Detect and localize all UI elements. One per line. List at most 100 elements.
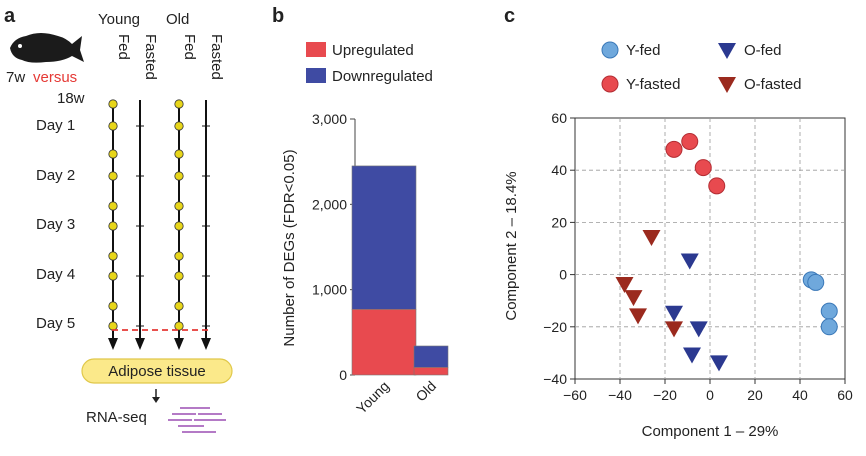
x-tick-label: −20 (653, 387, 677, 403)
feeding-dot (174, 301, 184, 311)
legend-swatch-downregulated (306, 68, 326, 83)
scatter-point (708, 177, 726, 195)
panel-c: c Y-fed Y-fasted O-fed O-fasted Componen… (503, 5, 853, 440)
x-tick-label: 20 (747, 387, 763, 403)
feeding-dot (108, 201, 118, 211)
scatter-point (665, 305, 683, 322)
bar-segment (351, 308, 417, 376)
scatter-x-axis-label: Component 1 – 29% (642, 423, 779, 440)
bar-y-axis-label: Number of DEGs (FDR<0.05) (281, 149, 298, 346)
scatter-point (665, 140, 683, 158)
x-tick-label: 60 (837, 387, 853, 403)
feeding-dot (108, 321, 118, 331)
feeding-dot (108, 301, 118, 311)
legend-swatch-upregulated (306, 42, 326, 57)
scatter-point (710, 355, 728, 372)
feeding-dot (108, 99, 118, 109)
x-tick-label: −40 (608, 387, 632, 403)
x-tick-label: −60 (563, 387, 587, 403)
scatter-y-axis-label: Component 2 – 18.4% (503, 171, 520, 320)
y-tick-label: −40 (543, 371, 567, 387)
bar-y-tick-label: 0 (339, 367, 347, 383)
feeding-dot (174, 99, 184, 109)
legend-label-downregulated: Downregulated (332, 68, 433, 85)
scatter-point (615, 277, 634, 294)
panel-b: b Upregulated Downregulated Number of DE… (272, 5, 449, 417)
x-tick-label: 40 (792, 387, 808, 403)
day-label-1: Day 1 (36, 117, 75, 134)
feeding-dot (108, 251, 118, 261)
old-age-label: 18w (57, 90, 85, 107)
bar-chart: 0 1,000 2,000 3,000 Young Old (312, 111, 449, 417)
scatter-point (681, 132, 699, 150)
feeding-dot (174, 201, 184, 211)
bar-y-tick-label: 1,000 (312, 282, 347, 298)
bar-y-tick-label: 2,000 (312, 196, 347, 212)
legend-label-upregulated: Upregulated (332, 42, 414, 59)
scatter-point (624, 290, 643, 307)
legend-label-o-fasted: O-fasted (744, 76, 802, 93)
bar-x-tick-label: Old (412, 378, 439, 405)
arrow-down-icon (108, 338, 118, 350)
scatter-point (665, 321, 683, 338)
scatter-point (820, 318, 838, 336)
adipose-tissue-label: Adipose tissue (108, 363, 206, 380)
y-tick-label: 60 (551, 110, 567, 126)
y-tick-label: 20 (551, 214, 567, 230)
feeding-dot (174, 221, 184, 231)
feeding-dot (174, 121, 184, 131)
bar-x-tick-label: Young (353, 378, 392, 417)
scatter-point (820, 302, 838, 320)
panel-c-letter: c (504, 5, 515, 27)
scatter-point (683, 347, 701, 364)
bar-segment (351, 165, 417, 310)
arrow-down-icon (135, 338, 145, 350)
legend-label-y-fed: Y-fed (626, 42, 660, 59)
condition-old-fasted: Fasted (208, 34, 225, 80)
versus-label: versus (33, 69, 77, 86)
legend-marker-o-fasted (718, 77, 736, 93)
group-header-old: Old (166, 11, 189, 28)
rna-seq-label: RNA-seq (86, 409, 147, 426)
panel-a-letter: a (4, 5, 16, 27)
timeline-arrows (108, 99, 211, 350)
legend-marker-y-fasted (601, 75, 619, 93)
scatter-point (680, 253, 699, 270)
legend-label-o-fed: O-fed (744, 42, 782, 59)
sequencing-reads-icon (168, 407, 226, 433)
feeding-dot (108, 121, 118, 131)
scatter-legend: Y-fed Y-fasted O-fed O-fasted (601, 41, 802, 93)
scatter-point (694, 159, 712, 177)
y-tick-label: 0 (559, 267, 567, 283)
arrow-down-icon (201, 338, 211, 350)
feeding-dot (174, 271, 184, 281)
day-label-5: Day 5 (36, 315, 75, 332)
scatter-point (807, 273, 825, 291)
y-tick-label: 40 (551, 162, 567, 178)
condition-old-fed: Fed (181, 34, 198, 60)
bar-y-tick-label: 3,000 (312, 111, 347, 127)
x-tick-label: 0 (706, 387, 714, 403)
scatter-point (629, 308, 647, 325)
scatter-frame (574, 117, 846, 380)
bar-segment (413, 345, 449, 368)
feeding-dot (108, 149, 118, 159)
day-label-2: Day 2 (36, 167, 75, 184)
legend-marker-y-fed (601, 41, 619, 59)
scatter-point (689, 321, 708, 338)
feeding-dot (174, 171, 184, 181)
condition-young-fed: Fed (115, 34, 132, 60)
feeding-dot (174, 149, 184, 159)
arrow-down-icon (174, 338, 184, 350)
group-header-young: Young (98, 11, 140, 28)
condition-young-fasted: Fasted (142, 34, 159, 80)
bar-segment (413, 367, 449, 376)
killifish-icon (10, 33, 84, 63)
legend-label-y-fasted: Y-fasted (626, 76, 681, 93)
day-label-4: Day 4 (36, 266, 75, 283)
adipose-tissue-box: Adipose tissue (81, 358, 233, 384)
young-age-label: 7w (6, 69, 25, 86)
legend-marker-o-fed (718, 43, 736, 59)
